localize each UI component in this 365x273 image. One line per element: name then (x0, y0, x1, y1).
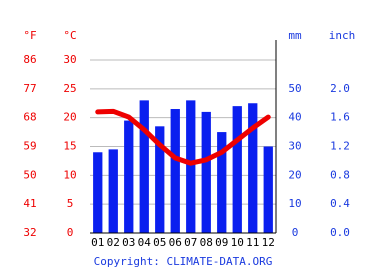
inch-tick-label: 0.0 (330, 226, 350, 239)
x-tick-label: 03 (122, 236, 135, 249)
bar (201, 111, 211, 233)
fahrenheit-tick-label: 41 (23, 197, 36, 210)
inch-tick-label: 2.0 (330, 82, 350, 95)
x-tick-label: 08 (200, 236, 213, 249)
celsius-tick-label: 25 (63, 82, 76, 95)
inch-unit: inch (329, 29, 356, 42)
x-tick-label: 01 (91, 236, 104, 249)
bar (232, 106, 242, 233)
fahrenheit-tick-label: 32 (23, 226, 36, 239)
x-tick-label: 10 (231, 236, 244, 249)
mm-tick-label: 0 (292, 226, 299, 239)
temperature-line (95, 108, 271, 166)
mm-tick-label: 50 (288, 82, 301, 95)
x-tick-label: 02 (107, 236, 120, 249)
bar (93, 152, 103, 233)
fahrenheit-unit: °F (23, 29, 36, 42)
celsius-tick-label: 10 (63, 168, 76, 181)
copyright: Copyright: CLIMATE-DATA.ORG (94, 255, 273, 268)
celsius-tick-label: 5 (67, 197, 74, 210)
inch-tick-label: 1.2 (330, 140, 350, 153)
x-tick-label: 11 (246, 236, 259, 249)
x-tick-label: 04 (138, 236, 152, 249)
inch-tick-label: 1.6 (330, 111, 350, 124)
inch-tick-label: 0.8 (330, 168, 350, 181)
bar (139, 100, 149, 233)
bar (108, 149, 118, 233)
fahrenheit-tick-label: 77 (23, 82, 36, 95)
mm-unit: mm (288, 29, 302, 42)
fahrenheit-tick-label: 86 (23, 53, 36, 66)
x-tick-label: 07 (184, 236, 197, 249)
bar (124, 120, 134, 233)
celsius-tick-label: 0 (67, 226, 74, 239)
bar (170, 109, 180, 233)
fahrenheit-tick-label: 59 (23, 140, 36, 153)
bar (217, 132, 227, 233)
bar (263, 146, 273, 233)
mm-tick-label: 20 (288, 168, 301, 181)
celsius-tick-label: 30 (63, 53, 76, 66)
mm-tick-label: 40 (288, 111, 301, 124)
x-tick-label: 09 (215, 236, 228, 249)
inch-tick-label: 0.4 (330, 197, 350, 210)
bar (248, 103, 258, 233)
x-tick-label: 12 (262, 236, 275, 249)
fahrenheit-tick-label: 68 (23, 111, 36, 124)
x-tick-label: 05 (153, 236, 166, 249)
mm-tick-label: 30 (288, 140, 301, 153)
celsius-unit: °C (63, 29, 76, 42)
x-tick-label: 06 (169, 236, 182, 249)
bar (155, 126, 165, 233)
celsius-tick-label: 20 (63, 111, 76, 124)
bar (186, 100, 196, 233)
mm-tick-label: 10 (288, 197, 301, 210)
fahrenheit-tick-label: 50 (23, 168, 36, 181)
celsius-tick-label: 15 (63, 140, 76, 153)
